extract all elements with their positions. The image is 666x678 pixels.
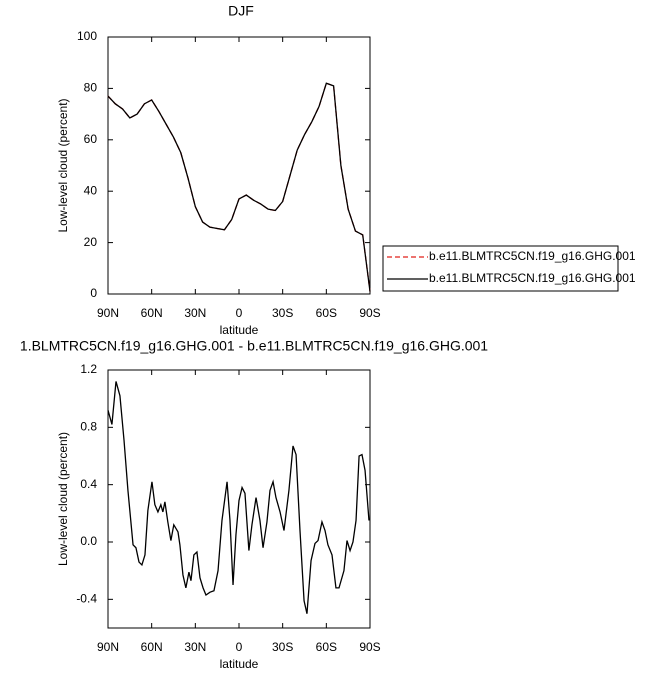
y-tick-label: 60	[84, 132, 98, 146]
chart-title: DJF	[228, 3, 254, 19]
x-tick-label: 0	[236, 306, 243, 320]
y-tick-label: 0.4	[80, 477, 97, 491]
data-line	[107, 381, 370, 614]
data-line	[107, 82, 371, 292]
y-tick-label: 20	[84, 235, 98, 249]
x-tick-label: 90S	[359, 306, 380, 320]
y-tick-label: 40	[84, 183, 98, 197]
x-tick-label: 30N	[184, 306, 206, 320]
y-tick-label: -0.4	[76, 592, 97, 606]
x-tick-label: 90N	[97, 306, 119, 320]
y-tick-label: 0	[90, 286, 97, 300]
y-tick-label: 0.0	[80, 534, 97, 548]
y-tick-label: 1.2	[80, 362, 97, 376]
legend-frame	[382, 245, 619, 292]
x-tick-label: 90S	[359, 640, 380, 654]
data-line	[107, 82, 371, 292]
plot-frame	[107, 36, 371, 295]
x-tick-label: 60N	[141, 640, 163, 654]
chart-title: 1.BLMTRC5CN.f19_g16.GHG.001 - b.e11.BLMT…	[20, 338, 488, 354]
legend-label: b.e11.BLMTRC5CN.f19_g16.GHG.001	[429, 249, 636, 263]
x-tick-label: 30S	[272, 306, 293, 320]
x-axis-label: latitude	[220, 323, 259, 337]
x-tick-label: 30S	[272, 640, 293, 654]
y-axis-label: Low-level cloud (percent)	[56, 432, 70, 566]
x-axis-label: latitude	[220, 657, 259, 671]
legend-label: b.e11.BLMTRC5CN.f19_g16.GHG.001	[429, 271, 636, 285]
x-tick-label: 90N	[97, 640, 119, 654]
x-tick-label: 30N	[184, 640, 206, 654]
x-tick-label: 60S	[316, 306, 337, 320]
y-tick-label: 0.8	[80, 420, 97, 434]
y-axis-label: Low-level cloud (percent)	[56, 98, 70, 232]
x-tick-label: 0	[236, 640, 243, 654]
y-tick-label: 100	[77, 29, 97, 43]
x-tick-label: 60S	[316, 640, 337, 654]
y-tick-label: 80	[84, 81, 98, 95]
x-tick-label: 60N	[141, 306, 163, 320]
